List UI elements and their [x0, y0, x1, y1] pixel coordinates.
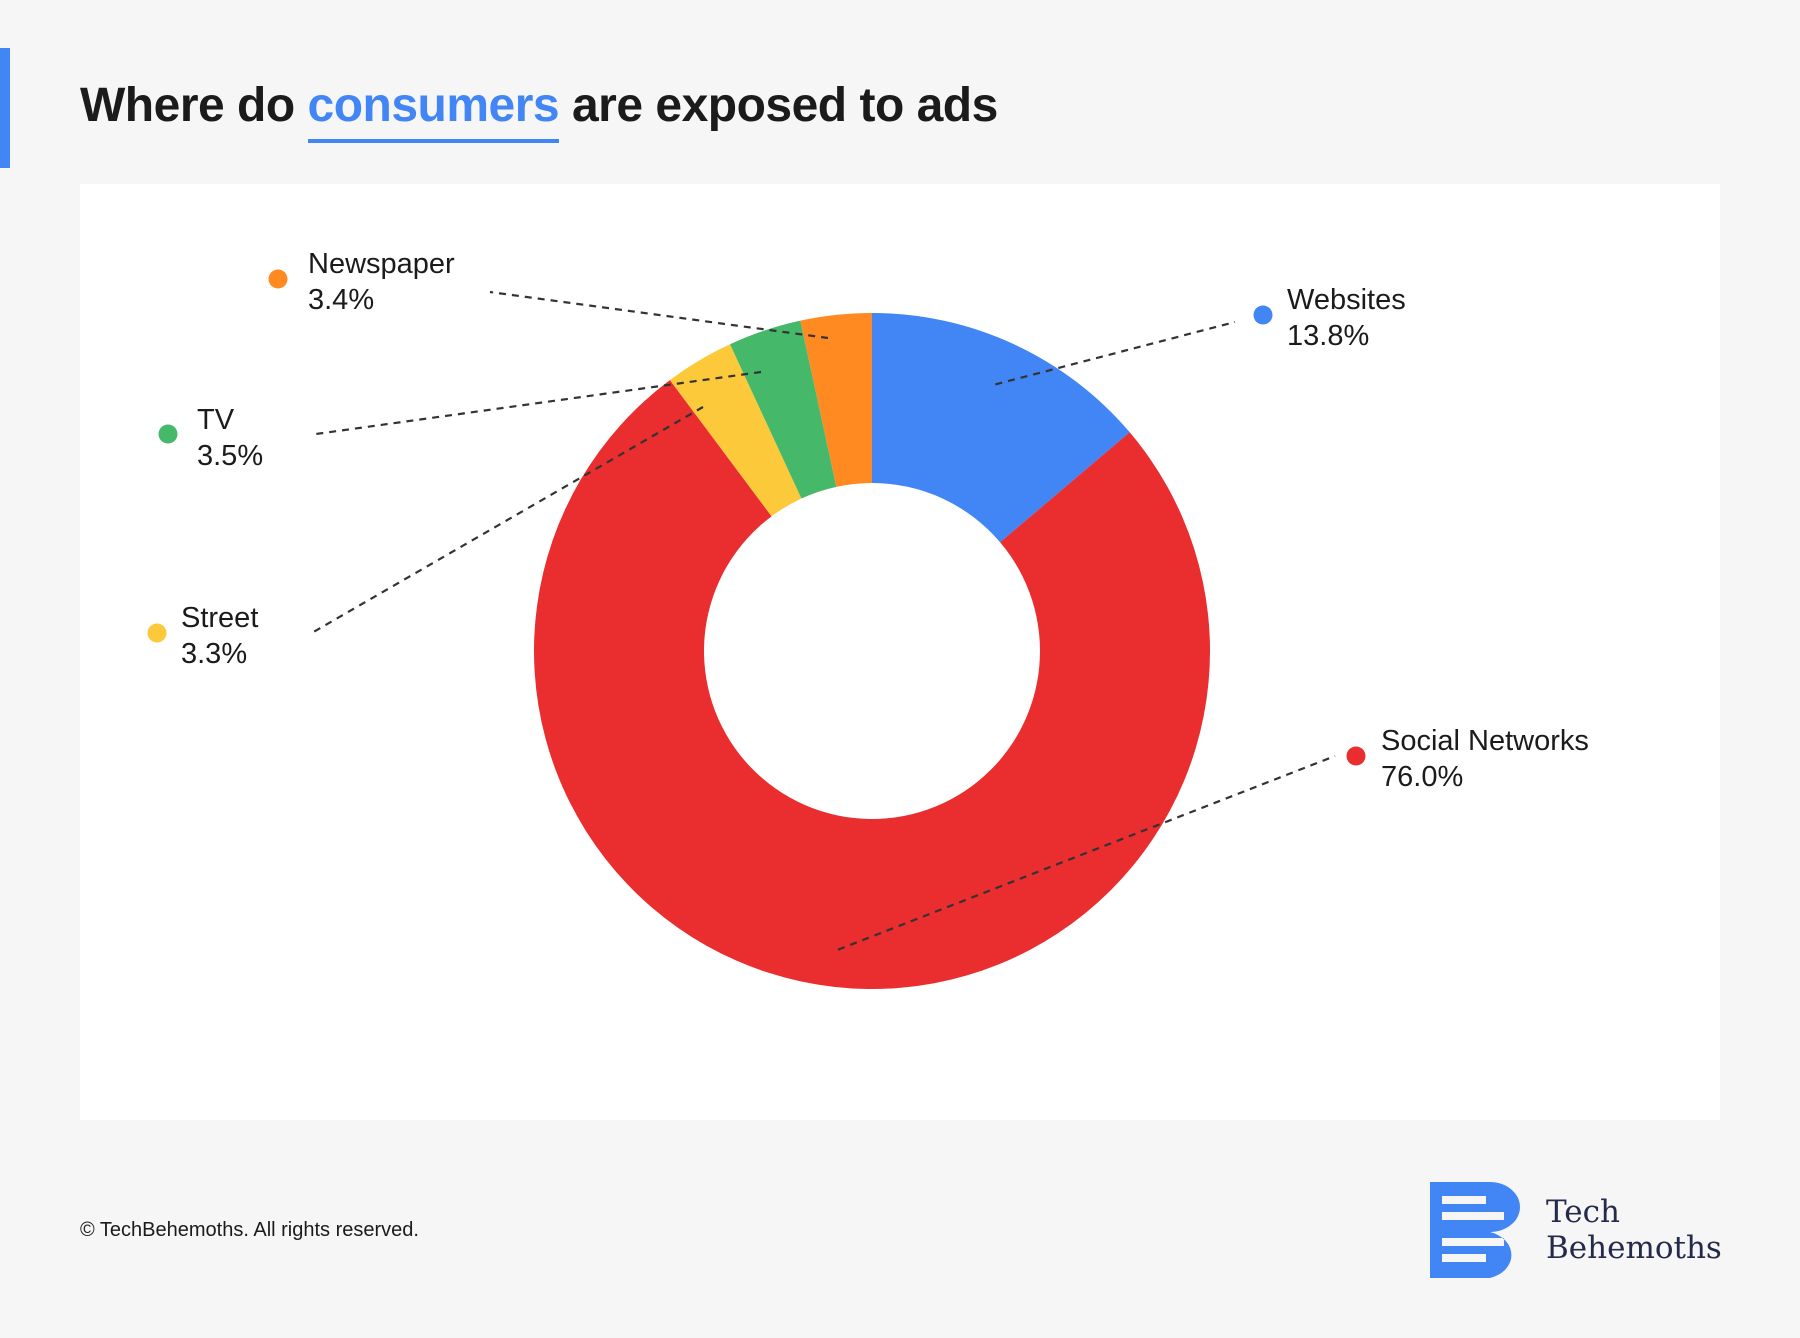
leader-line-newspaper: [489, 290, 829, 340]
accent-bar: [0, 48, 10, 168]
slice-street: [669, 344, 802, 517]
legend-dot-tv: [158, 424, 178, 444]
slice-social-networks: [534, 380, 1211, 989]
logo-line-2: Behemoths: [1546, 1230, 1722, 1266]
legend-dot-social-networks: [1346, 746, 1366, 766]
slice-value-label: 3.3%: [181, 638, 247, 670]
logo-mark-icon: [1430, 1182, 1520, 1278]
logo-wordmark: Tech Behemoths: [1546, 1194, 1722, 1266]
slice-category-label: Street: [181, 602, 258, 634]
leader-line-tv: [315, 370, 762, 436]
slice-newspaper: [800, 313, 872, 487]
leader-line-social-networks: [837, 754, 1336, 951]
slice-tv: [730, 320, 837, 499]
legend-dot-newspaper: [268, 269, 288, 289]
slice-category-label: Websites: [1287, 284, 1406, 316]
donut-chart: Websites 13.8% Social Networks 76.0% Street 3…: [147, 248, 1589, 989]
title-prefix: Where do: [80, 79, 295, 132]
slice-value-label: 3.5%: [197, 440, 263, 472]
legend-dot-websites: [1253, 305, 1273, 325]
slice-websites: [872, 313, 1130, 543]
title-highlight: consumers: [307, 78, 560, 143]
title-suffix: are exposed to ads: [571, 79, 998, 132]
slice-labels: Websites 13.8% Social Networks 76.0% Street 3…: [147, 248, 1589, 793]
slice-category-label: Social Networks: [1381, 725, 1589, 757]
slice-value-label: 76.0%: [1381, 761, 1463, 793]
donut-slices: [534, 313, 1211, 989]
slice-value-label: 13.8%: [1287, 320, 1369, 352]
slice-category-label: Newspaper: [308, 248, 455, 280]
leader-line-websites: [995, 320, 1236, 386]
leader-line-street: [309, 406, 704, 635]
page-title: Where do consumers are exposed to ads: [80, 78, 998, 143]
techbehemoths-logo: Tech Behemoths: [1428, 1180, 1728, 1280]
slice-category-label: TV: [197, 404, 235, 436]
legend-dot-street: [147, 623, 167, 643]
copyright-text: © TechBehemoths. All rights reserved.: [80, 1219, 419, 1241]
logo-line-1: Tech: [1546, 1194, 1620, 1230]
chart-card: Websites 13.8% Social Networks 76.0% Street 3…: [80, 184, 1720, 1120]
slice-value-label: 3.4%: [308, 284, 374, 316]
leader-lines: [309, 290, 1336, 951]
